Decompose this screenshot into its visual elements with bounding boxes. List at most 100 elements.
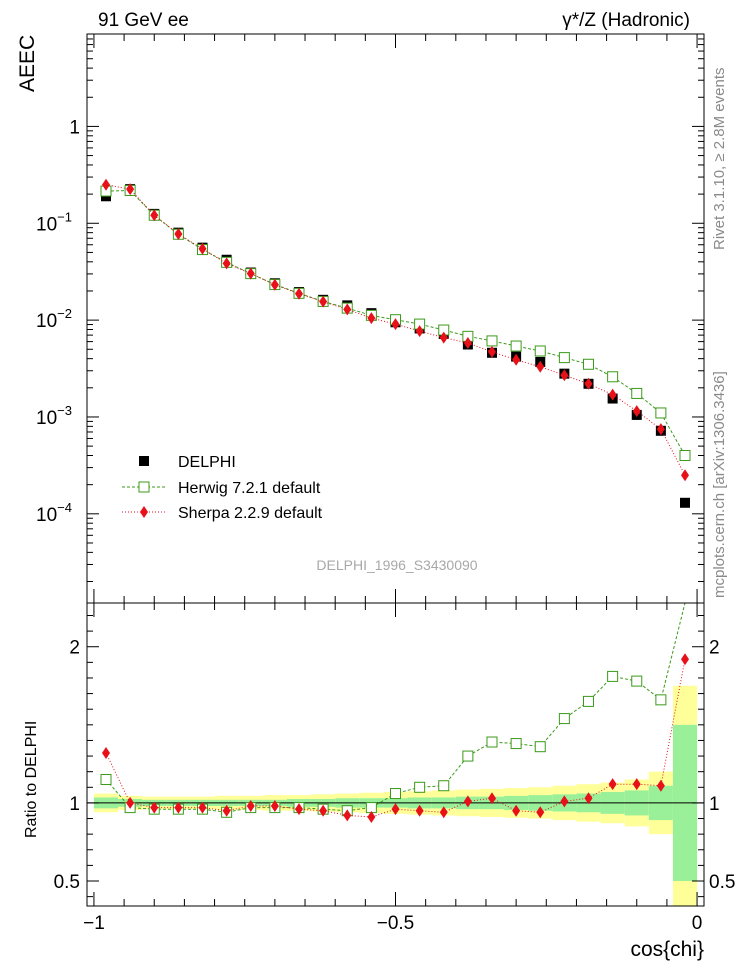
main-sherpa-point bbox=[367, 312, 376, 325]
ratio-y-tick-label-right: 2 bbox=[709, 638, 720, 659]
main-sherpa-point bbox=[656, 423, 665, 436]
main-herwig-point bbox=[583, 358, 595, 370]
main-sherpa-point bbox=[294, 287, 303, 300]
main-sherpa-point bbox=[560, 369, 569, 382]
main-herwig-point bbox=[631, 387, 643, 399]
legend-marker-sherpa bbox=[140, 506, 148, 518]
main-sherpa-point bbox=[632, 405, 641, 418]
ratio-sherpa-point bbox=[126, 796, 135, 809]
main-y-tick-label: 10−3 bbox=[36, 403, 72, 429]
main-sherpa-point bbox=[439, 331, 448, 344]
ratio-sherpa-point bbox=[608, 778, 617, 791]
main-sherpa-point bbox=[488, 345, 497, 358]
ratio-herwig-point bbox=[486, 736, 498, 748]
main-sherpa-point bbox=[319, 295, 328, 308]
ratio-ylabel: Ratio to DELPHI bbox=[23, 721, 40, 838]
ratio-y-tick-label-right: 0.5 bbox=[709, 872, 735, 893]
ratio-sherpa-point bbox=[174, 801, 183, 814]
main-sherpa-point bbox=[391, 318, 400, 331]
main-sherpa-point bbox=[222, 257, 231, 270]
main-sherpa-point bbox=[343, 303, 352, 316]
ratio-herwig-point bbox=[558, 713, 570, 725]
ratio-herwig-point bbox=[583, 695, 595, 707]
main-sherpa-point bbox=[681, 469, 690, 482]
main-sherpa-point bbox=[101, 178, 110, 191]
main-y-tick-label: 10−2 bbox=[36, 306, 72, 332]
ratio-sherpa-point bbox=[512, 804, 521, 817]
main-herwig-point bbox=[510, 340, 522, 352]
ratio-sherpa-point bbox=[415, 804, 424, 817]
ratio-y-tick-label: 0.5 bbox=[54, 872, 80, 893]
ratio-sherpa-point bbox=[101, 746, 110, 759]
main-y-tick-label: 10−1 bbox=[36, 209, 72, 235]
ratio-herwig-point bbox=[462, 750, 474, 762]
ratio-y-tick-label: 2 bbox=[69, 638, 80, 659]
x-tick-label: 0 bbox=[692, 913, 703, 934]
ratio-herwig-point bbox=[607, 670, 619, 682]
ratio-sherpa-point bbox=[343, 809, 352, 822]
ratio-sherpa-point bbox=[463, 795, 472, 808]
header-right: γ*/Z (Hadronic) bbox=[562, 10, 690, 31]
xlabel: cos{chi} bbox=[630, 938, 704, 961]
main-delphi-point bbox=[680, 497, 691, 508]
ratio-herwig-point bbox=[390, 788, 401, 800]
ratio-y-tick-label-right: 1 bbox=[709, 794, 720, 815]
main-y-tick-label: 10−4 bbox=[36, 500, 72, 526]
ratio-sherpa-point bbox=[439, 806, 448, 819]
rivet-label: Rivet 3.1.10, ≥ 2.8M events bbox=[711, 68, 728, 251]
header-left: 91 GeV ee bbox=[98, 10, 189, 31]
analysis-watermark: DELPHI_1996_S3430090 bbox=[316, 557, 477, 573]
main-herwig-point bbox=[679, 450, 691, 462]
ratio-sherpa-point bbox=[488, 792, 497, 805]
main-sherpa-point bbox=[512, 353, 521, 366]
main-sherpa-point bbox=[415, 325, 424, 338]
ratio-herwig-point bbox=[631, 675, 643, 687]
ratio-sherpa-point bbox=[294, 803, 303, 816]
legend: DELPHI Herwig 7.2.1 default Sherpa 2.2.9… bbox=[122, 454, 323, 522]
main-sherpa-point bbox=[584, 377, 593, 390]
main-sherpa-point bbox=[174, 227, 183, 240]
ratio-herwig-point bbox=[100, 773, 112, 785]
ratio-sherpa-point bbox=[319, 804, 328, 817]
ratio-sherpa-point bbox=[367, 810, 376, 823]
ratio-sherpa-point bbox=[270, 800, 279, 813]
main-herwig-point bbox=[558, 352, 570, 364]
ratio-herwig-point bbox=[534, 741, 546, 753]
ratio-sherpa-point bbox=[198, 801, 207, 814]
ratio-sherpa-point bbox=[246, 800, 255, 813]
ratio-sherpa-point bbox=[681, 653, 690, 666]
legend-label-sherpa: Sherpa 2.2.9 default bbox=[178, 505, 323, 522]
x-tick-label: −0.5 bbox=[377, 913, 415, 934]
ratio-herwig-point bbox=[438, 780, 450, 792]
ratio-sherpa-point bbox=[656, 779, 665, 792]
main-sherpa-point bbox=[246, 267, 255, 280]
main-sherpa-point bbox=[150, 209, 159, 222]
main-sherpa-point bbox=[463, 337, 472, 350]
main-herwig-point bbox=[486, 335, 498, 347]
ratio-sherpa-point bbox=[536, 806, 545, 819]
main-y-tick-label: 1 bbox=[69, 117, 80, 138]
main-herwig-point bbox=[655, 407, 667, 419]
ratio-herwig-point bbox=[414, 781, 426, 793]
main-herwig-point bbox=[607, 371, 619, 383]
main-sherpa-point bbox=[126, 183, 135, 196]
ratio-plot-marks bbox=[100, 602, 690, 823]
ratio-sherpa-point bbox=[391, 803, 400, 816]
legend-marker-delphi bbox=[139, 456, 149, 466]
ratio-y-tick-label: 1 bbox=[69, 794, 80, 815]
ratio-sherpa-point bbox=[632, 778, 641, 791]
ratio-herwig-line bbox=[105, 602, 686, 813]
legend-label-delphi: DELPHI bbox=[178, 454, 236, 471]
ratio-sherpa-point bbox=[222, 804, 231, 817]
main-sherpa-point bbox=[608, 388, 617, 401]
ratio-sherpa-point bbox=[150, 801, 159, 814]
main-sherpa-point bbox=[198, 242, 207, 255]
main-herwig-point bbox=[534, 345, 546, 357]
ratio-frame bbox=[86, 602, 705, 907]
main-sherpa-point bbox=[536, 360, 545, 373]
legend-marker-herwig bbox=[138, 481, 150, 493]
x-tick-label: −1 bbox=[83, 913, 105, 934]
axis-ticks: 10−4 10−3 10−2 10−1 1 −1 −0.5 0 0.5 0.5 1 1 2 2 bbox=[36, 33, 735, 934]
legend-label-herwig: Herwig 7.2.1 default bbox=[178, 480, 321, 497]
